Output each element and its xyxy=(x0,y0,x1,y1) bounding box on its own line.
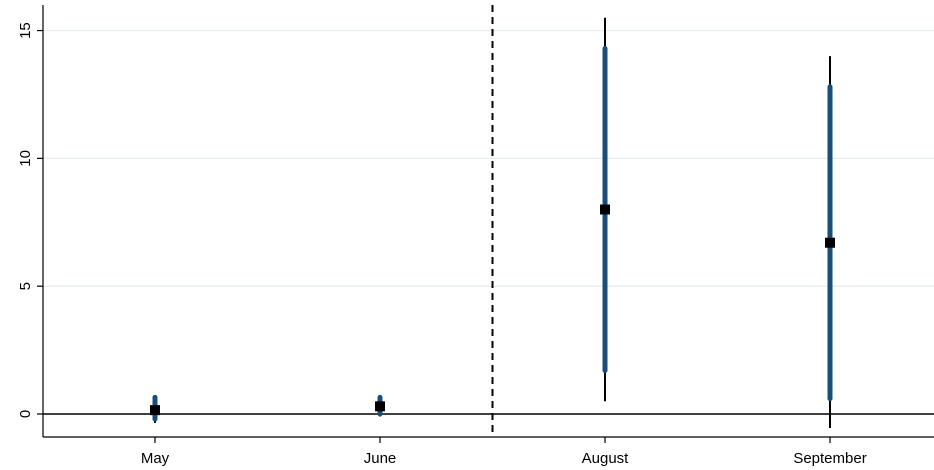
y-tick-label: 0 xyxy=(17,410,34,418)
point-estimate-marker xyxy=(825,237,835,248)
x-tick-label: June xyxy=(364,450,397,467)
point-estimate-marker xyxy=(600,204,610,215)
point-estimate-marker xyxy=(150,405,160,416)
y-tick-label: 15 xyxy=(17,22,34,39)
estimates xyxy=(150,17,835,429)
x-tick-label: September xyxy=(793,450,866,467)
x-ticks: May June August September xyxy=(141,437,867,467)
point-estimate-marker xyxy=(375,401,385,412)
x-tick-label: August xyxy=(582,450,630,467)
y-tick-label: 10 xyxy=(17,150,34,167)
grid-lines xyxy=(43,29,934,287)
x-tick-label: May xyxy=(141,450,170,467)
y-ticks: 0 5 10 15 xyxy=(17,22,43,418)
y-tick-label: 5 xyxy=(17,282,34,290)
